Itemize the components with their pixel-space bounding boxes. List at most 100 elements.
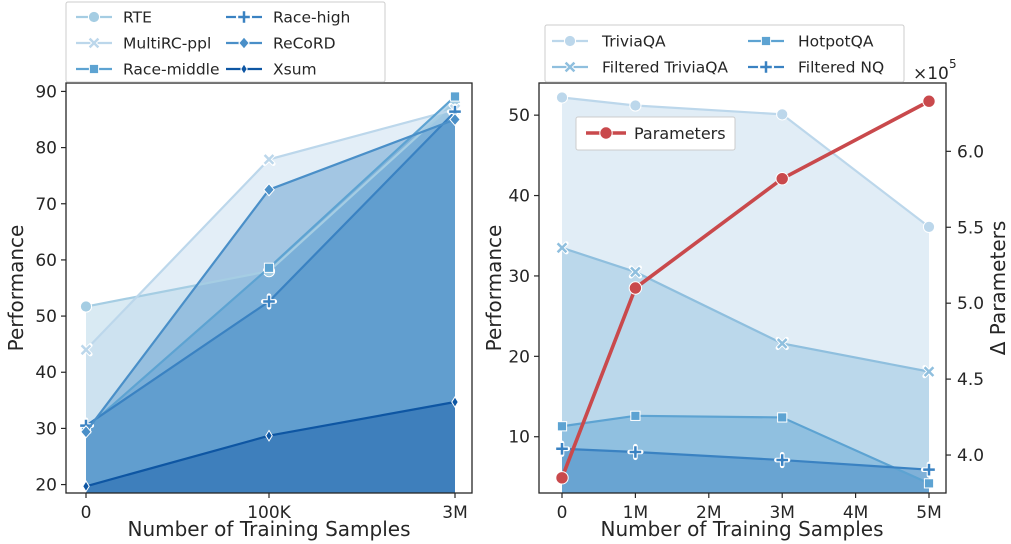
legend-symbol-filtered-triviaqa-marker — [564, 61, 576, 73]
legend-symbol-hotpotqa-marker — [760, 35, 772, 47]
point-parameters-2 — [775, 171, 789, 186]
legend-symbol-xsum-marker — [240, 62, 248, 76]
point-record-0 — [80, 425, 92, 439]
point-triviaqa-1 — [629, 99, 642, 112]
legend-label-race-middle: Race-middle — [123, 61, 220, 79]
parameters-legend-label: Parameters — [634, 124, 726, 143]
legend-label-record: ReCoRD — [273, 35, 336, 53]
area-filtered-nq — [562, 448, 929, 493]
legend-symbol-record-marker — [238, 36, 250, 50]
point-rte-0 — [79, 300, 93, 313]
y2-tick-label: 5.5 — [957, 218, 984, 238]
point-parameters-0 — [555, 471, 569, 485]
y-tick-label: 50 — [35, 307, 57, 327]
plot-frame — [538, 82, 947, 494]
x-tick-label: 2M — [696, 503, 721, 523]
legend-symbol-race-high-marker — [238, 11, 250, 23]
right-chart-panel: 10 20 30 40 50 4.0 4.5 5.0 5.5 6.0 0 1M 2M 3M 4M 5M Numb… — [482, 24, 1010, 541]
legend-symbol-multirc-ppl-marker — [88, 37, 100, 49]
point-parameters-3 — [922, 94, 936, 108]
parameters-legend-box — [575, 116, 736, 151]
x-axis-label: Number of Training Samples — [127, 517, 410, 541]
x-axis-label: Number of Training Samples — [600, 517, 883, 541]
legend-label-triviaqa: TriviaQA — [601, 33, 666, 51]
y-tick-label: 20 — [35, 476, 57, 496]
legend-label-race-high: Race-high — [273, 9, 350, 27]
x-tick-label: 0 — [557, 503, 568, 523]
y-tick-label: 70 — [35, 195, 57, 215]
point-triviaqa-2 — [776, 108, 789, 121]
x-tick-label: 1M — [623, 503, 648, 523]
x-tick-label: 3M — [769, 503, 794, 523]
point-filtered-triviaqa-1 — [630, 266, 641, 278]
point-filtered-nq-2 — [776, 454, 788, 466]
area-xsum — [86, 402, 455, 493]
legend-symbol-rte-marker — [87, 10, 101, 24]
x-tick-label: 4M — [843, 503, 868, 523]
y-tick-label: 60 — [35, 251, 57, 271]
legend-label-rte: RTE — [123, 9, 152, 27]
y-tick-label: 80 — [35, 139, 57, 159]
parameters-legend: Parameters — [575, 116, 736, 151]
point-filtered-triviaqa-2 — [776, 338, 788, 349]
legend-symbol-filtered-nq-marker — [760, 61, 772, 73]
line-filtered-nq — [561, 447, 930, 471]
point-race-middle-2 — [449, 91, 461, 102]
y2-axis-label: Δ Parameters — [986, 221, 1010, 356]
y2-tick-label: 4.5 — [957, 370, 984, 390]
point-multirc-ppl-0 — [80, 344, 92, 356]
area-filtered-triviaqa — [562, 247, 929, 493]
legend-label-filtered-nq: Filtered NQ — [798, 59, 884, 77]
line-filtered-triviaqa — [561, 246, 930, 373]
y2-tick-label: 5.0 — [957, 294, 984, 314]
point-multirc-ppl-1 — [263, 154, 275, 165]
y-tick-label: 40 — [508, 187, 530, 207]
point-filtered-nq-0 — [556, 442, 568, 455]
point-race-middle-1 — [263, 262, 275, 273]
legend-label-multirc-ppl: MultiRC-ppl — [123, 35, 211, 53]
y2-exponent-power: 5 — [949, 57, 957, 71]
legend-box — [544, 24, 905, 83]
point-xsum-2 — [451, 395, 459, 409]
legend: RTE MultiRC-ppl Race-middle Race-high ReCoRD… — [65, 1, 386, 83]
line-triviaqa — [561, 96, 930, 228]
y-tick-label: 90 — [35, 82, 57, 102]
point-record-1 — [263, 182, 275, 197]
point-xsum-1 — [265, 429, 273, 442]
y-tick-label: 30 — [35, 419, 57, 439]
y-tick-label: 40 — [35, 363, 57, 383]
left-chart-panel: 20 30 40 50 60 70 80 90 0 100K 3M Number of Trainin… — [4, 1, 473, 541]
y-axis-label: Performance — [4, 225, 28, 352]
point-hotpotqa-3 — [923, 478, 935, 489]
point-hotpotqa-1 — [630, 410, 641, 421]
point-filtered-triviaqa-0 — [556, 242, 568, 254]
y-tick-label: 20 — [508, 347, 530, 367]
x-tick-label: 3M — [442, 503, 467, 523]
legend-label-xsum: Xsum — [273, 61, 317, 79]
point-parameters-1 — [628, 281, 643, 295]
point-hotpotqa-0 — [556, 421, 568, 432]
x-tick-label: 5M — [916, 503, 941, 523]
x-tick-label: 0 — [81, 503, 92, 523]
point-hotpotqa-2 — [777, 412, 788, 423]
line-hotpotqa — [561, 414, 930, 485]
point-filtered-nq-3 — [923, 463, 935, 476]
legend: TriviaQA Filtered TriviaQA HotpotQA Filtere… — [544, 24, 905, 83]
y2-exponent: ×10 — [913, 64, 949, 84]
point-record-2 — [449, 112, 461, 127]
point-triviaqa-3 — [922, 220, 936, 234]
legend-symbol-triviaqa-marker — [563, 34, 577, 48]
line-parameters — [560, 99, 930, 479]
x-tick-label: 100K — [247, 503, 291, 523]
point-filtered-triviaqa-3 — [923, 366, 935, 377]
point-xsum-0 — [82, 480, 90, 493]
legend-label-hotpotqa: HotpotQA — [798, 33, 874, 51]
point-triviaqa-0 — [555, 91, 569, 104]
area-triviaqa — [562, 97, 929, 494]
legend-box — [65, 1, 386, 83]
y-tick-label: 10 — [508, 428, 530, 448]
point-race-high-1 — [263, 295, 275, 308]
y-axis-label: Performance — [482, 225, 506, 352]
y2-tick-label: 6.0 — [957, 142, 984, 162]
